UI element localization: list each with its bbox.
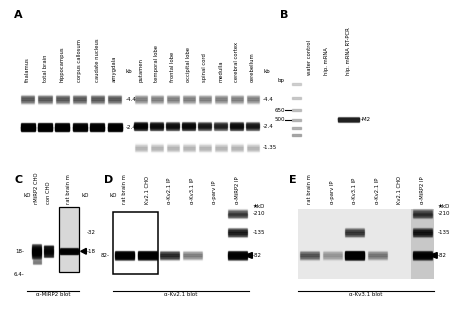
Text: water control: water control [307,40,312,75]
Text: temporal lobe: temporal lobe [154,45,159,82]
Polygon shape [429,252,437,258]
Text: -2.4: -2.4 [126,125,137,130]
Text: -135: -135 [253,230,265,235]
Text: hip. mRNA RT-PCR: hip. mRNA RT-PCR [346,27,351,75]
Text: 18-: 18- [15,249,24,254]
Text: -4.4: -4.4 [126,97,137,102]
Text: Kv2.1 CHO: Kv2.1 CHO [145,176,150,203]
Text: 650: 650 [274,108,285,113]
Text: α-Kv3.1 blot: α-Kv3.1 blot [349,292,383,297]
Text: hippocampus: hippocampus [60,46,65,82]
Text: kD: kD [109,193,117,198]
Text: spinal cord: spinal cord [202,53,207,82]
Text: rat brain m: rat brain m [66,174,72,203]
Text: putamen: putamen [138,58,143,82]
Text: -4.4: -4.4 [263,97,274,102]
Text: α-Kv3.1 IP: α-Kv3.1 IP [352,177,357,203]
Text: rMiRP2 CHO: rMiRP2 CHO [34,172,39,203]
Text: occipital lobe: occipital lobe [186,47,191,82]
Text: α-Kv2.1 IP: α-Kv2.1 IP [374,177,380,203]
Text: cerebellum: cerebellum [250,52,255,82]
Text: total brain: total brain [43,54,47,82]
Text: α-MiRP2 IP: α-MiRP2 IP [420,176,425,203]
Text: D: D [104,175,114,185]
Text: α-Kv3.1 IP: α-Kv3.1 IP [190,177,195,203]
Text: kb: kb [263,69,270,74]
Text: A: A [14,10,23,20]
Text: caudate nucleus: caudate nucleus [95,38,100,82]
Text: thalamus: thalamus [25,57,30,82]
Text: rat brain m: rat brain m [122,174,127,203]
Text: α-Kv2.1 blot: α-Kv2.1 blot [164,292,198,297]
Bar [59,207,79,272]
Bar [113,212,158,274]
Text: α-MiRP2 IP: α-MiRP2 IP [235,176,240,203]
Text: kD: kD [81,193,89,198]
Text: -82: -82 [253,253,262,258]
Text: -210: -210 [253,212,265,216]
Text: amygdala: amygdala [112,55,117,82]
Text: 500: 500 [274,117,285,122]
Text: α-parv IP: α-parv IP [212,180,218,203]
Text: -135: -135 [438,230,450,235]
Text: -18: -18 [87,249,96,254]
Text: ★kD: ★kD [253,204,265,209]
Text: hip. mRNA: hip. mRNA [324,47,329,75]
Text: ★kD: ★kD [438,204,450,209]
Text: -82: -82 [438,253,447,258]
Text: α-parv IP: α-parv IP [329,180,335,203]
Text: α-Kv2.1 IP: α-Kv2.1 IP [167,177,172,203]
Text: rat brain m: rat brain m [307,174,312,203]
Text: 6.4-: 6.4- [13,272,24,277]
Polygon shape [245,252,252,258]
Text: B: B [280,10,288,20]
Text: kb: kb [126,69,133,74]
Text: Kv2.1 CHO: Kv2.1 CHO [397,176,402,203]
Text: con CHO: con CHO [46,181,51,203]
Text: -32: -32 [87,230,96,235]
Text: -M2: -M2 [360,117,370,122]
Text: 82-: 82- [100,253,109,258]
Text: -2.4: -2.4 [263,124,274,129]
Text: frontal lobe: frontal lobe [170,52,175,82]
Text: cerebral cortex: cerebral cortex [234,42,239,82]
Bar [298,209,411,279]
Polygon shape [81,249,86,254]
Text: α-MiRP2 blot: α-MiRP2 blot [36,292,70,297]
Bar [411,209,434,279]
Text: E: E [289,175,297,185]
Text: -1.35: -1.35 [263,145,277,150]
Text: medulla: medulla [218,61,223,82]
Text: C: C [14,175,22,185]
Text: bp: bp [278,78,285,83]
Text: -210: -210 [438,212,450,216]
Text: corpus callosum: corpus callosum [77,39,82,82]
Text: kD: kD [24,193,31,198]
